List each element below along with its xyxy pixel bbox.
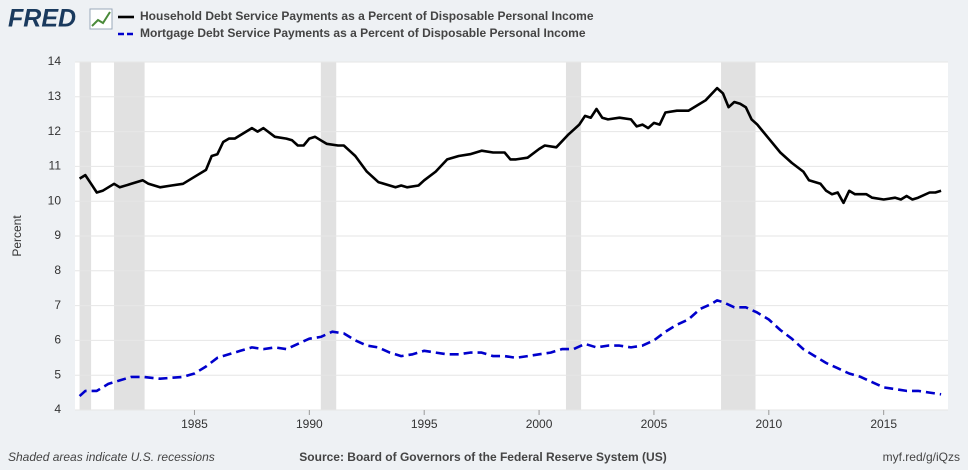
recession-note: Shaded areas indicate U.S. recessions bbox=[8, 450, 215, 464]
y-tick-label: 10 bbox=[48, 193, 62, 207]
y-tick-label: 12 bbox=[48, 124, 62, 138]
y-tick-label: 6 bbox=[54, 333, 61, 347]
y-tick-label: 9 bbox=[54, 228, 61, 242]
y-tick-label: 11 bbox=[49, 159, 62, 173]
y-tick-label: 8 bbox=[54, 263, 61, 277]
x-tick-label: 2005 bbox=[641, 417, 668, 431]
x-tick-label: 2000 bbox=[526, 417, 553, 431]
x-tick-label: 1990 bbox=[296, 417, 323, 431]
series-line bbox=[78, 86, 942, 205]
y-tick-label: 13 bbox=[48, 89, 62, 103]
legend-label: Mortgage Debt Service Payments as a Perc… bbox=[140, 26, 586, 40]
y-tick-label: 7 bbox=[54, 298, 61, 312]
x-tick-label: 1995 bbox=[411, 417, 438, 431]
y-axis-label: Percent bbox=[10, 215, 24, 257]
y-tick-label: 14 bbox=[48, 54, 62, 68]
y-tick-label: 5 bbox=[54, 367, 61, 381]
x-tick-label: 2015 bbox=[870, 417, 897, 431]
logo: FRED bbox=[8, 5, 76, 33]
y-tick-label: 4 bbox=[54, 402, 61, 416]
legend-label: Household Debt Service Payments as a Per… bbox=[140, 9, 594, 23]
source: Source: Board of Governors of the Federa… bbox=[299, 450, 666, 464]
x-tick-label: 1985 bbox=[181, 417, 208, 431]
logo-icon bbox=[89, 8, 113, 30]
series-line bbox=[78, 299, 942, 398]
x-tick-label: 2010 bbox=[755, 417, 782, 431]
short-link: myf.red/g/iQzs bbox=[883, 450, 960, 464]
